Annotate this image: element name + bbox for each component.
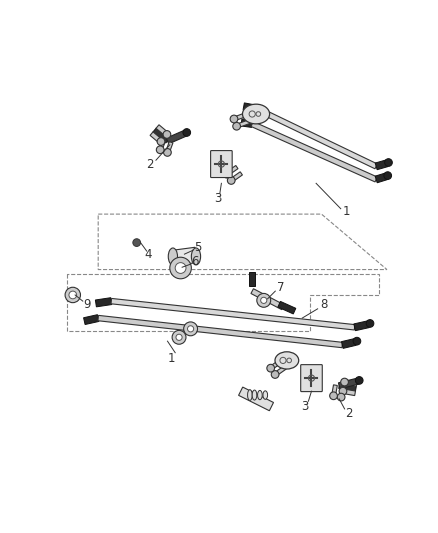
Polygon shape (251, 289, 284, 310)
Circle shape (187, 326, 194, 332)
Polygon shape (278, 301, 296, 314)
Circle shape (172, 330, 186, 344)
Polygon shape (226, 165, 238, 176)
Polygon shape (375, 173, 387, 183)
Text: 2: 2 (146, 158, 154, 171)
Ellipse shape (168, 248, 177, 265)
Circle shape (341, 378, 348, 386)
Polygon shape (239, 387, 273, 411)
Polygon shape (339, 383, 357, 391)
Circle shape (157, 138, 165, 146)
Text: 1: 1 (168, 352, 175, 365)
Text: 6: 6 (191, 255, 199, 268)
Ellipse shape (191, 248, 201, 265)
Text: 3: 3 (302, 400, 309, 413)
Text: 5: 5 (194, 241, 201, 254)
Polygon shape (255, 106, 377, 169)
Circle shape (330, 392, 337, 400)
Circle shape (355, 377, 363, 384)
Circle shape (261, 297, 267, 303)
Polygon shape (166, 142, 173, 153)
Text: 9: 9 (83, 298, 90, 311)
Circle shape (227, 176, 235, 184)
Polygon shape (342, 338, 356, 349)
Text: 8: 8 (320, 298, 328, 311)
Circle shape (337, 393, 345, 401)
Polygon shape (343, 389, 356, 395)
Polygon shape (270, 360, 282, 370)
Circle shape (133, 239, 141, 246)
Polygon shape (166, 131, 187, 144)
Circle shape (175, 263, 186, 273)
Polygon shape (249, 272, 255, 286)
Text: 2: 2 (345, 407, 352, 420)
Polygon shape (233, 112, 247, 121)
Circle shape (257, 294, 271, 308)
Ellipse shape (275, 352, 299, 369)
Polygon shape (95, 298, 112, 307)
Polygon shape (243, 103, 257, 112)
Polygon shape (332, 385, 337, 396)
Circle shape (69, 291, 77, 299)
Circle shape (176, 334, 182, 341)
Circle shape (184, 322, 198, 336)
Polygon shape (339, 378, 358, 389)
Polygon shape (354, 321, 369, 330)
Polygon shape (230, 172, 242, 182)
FancyBboxPatch shape (301, 365, 322, 392)
Polygon shape (251, 122, 377, 182)
Circle shape (267, 365, 275, 372)
Polygon shape (98, 316, 343, 348)
Circle shape (163, 131, 171, 138)
Polygon shape (156, 125, 168, 136)
Polygon shape (339, 386, 345, 398)
Circle shape (233, 123, 240, 130)
Circle shape (385, 159, 392, 166)
Circle shape (271, 370, 279, 378)
Polygon shape (172, 247, 197, 265)
Circle shape (384, 172, 392, 180)
Text: 4: 4 (145, 248, 152, 261)
Polygon shape (150, 132, 162, 143)
Circle shape (366, 320, 374, 327)
Circle shape (183, 128, 191, 136)
Circle shape (170, 257, 191, 279)
Circle shape (353, 337, 361, 345)
Circle shape (223, 170, 231, 178)
Circle shape (163, 149, 171, 156)
Polygon shape (274, 366, 286, 376)
Circle shape (339, 387, 347, 395)
Polygon shape (375, 160, 388, 169)
Text: 3: 3 (214, 192, 221, 205)
Polygon shape (241, 119, 253, 127)
FancyBboxPatch shape (211, 151, 232, 177)
Circle shape (230, 115, 238, 123)
Ellipse shape (263, 391, 268, 399)
Polygon shape (344, 380, 357, 386)
Polygon shape (84, 314, 99, 325)
Ellipse shape (247, 390, 252, 400)
Circle shape (65, 287, 81, 303)
Ellipse shape (258, 391, 262, 400)
Polygon shape (111, 298, 355, 330)
Polygon shape (236, 120, 251, 128)
Circle shape (156, 146, 164, 154)
Text: 1: 1 (343, 205, 351, 219)
Polygon shape (159, 139, 166, 150)
Ellipse shape (252, 390, 257, 400)
Ellipse shape (243, 104, 270, 124)
Text: 7: 7 (277, 281, 284, 294)
Polygon shape (153, 128, 169, 143)
